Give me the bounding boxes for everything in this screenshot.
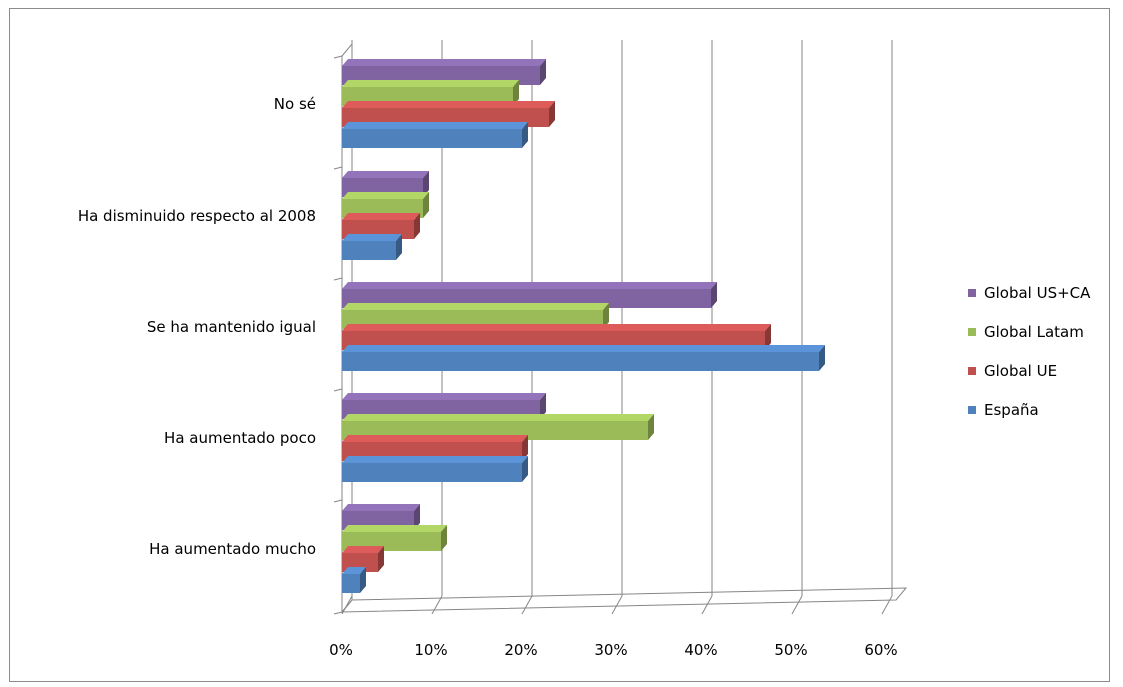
legend-label: Global US+CA <box>984 284 1091 302</box>
bar-top <box>342 282 717 289</box>
legend-swatch <box>968 367 976 375</box>
bar-side <box>549 101 555 127</box>
legend-label: Global UE <box>984 362 1057 380</box>
legend: Global US+CA Global Latam Global UE España <box>968 284 1091 419</box>
bar-top <box>342 324 771 331</box>
bar-side <box>378 546 384 572</box>
floor-gridline <box>611 595 623 615</box>
x-tick-label: 10% <box>414 641 447 659</box>
bar <box>342 567 366 593</box>
bar-front <box>342 352 819 371</box>
x-tick-label: 0% <box>329 641 353 659</box>
bar-side <box>603 303 609 329</box>
category-tick <box>333 611 343 615</box>
bar-front <box>342 574 360 593</box>
bar-side <box>396 234 402 260</box>
bar-front <box>342 241 396 260</box>
bar-front <box>342 129 522 148</box>
bar-top <box>342 345 825 352</box>
bar-top <box>342 213 420 220</box>
bar-side <box>648 414 654 440</box>
bar-top <box>342 456 528 463</box>
floor-gridline <box>791 595 803 615</box>
bars <box>342 59 825 593</box>
bar-top <box>342 101 555 108</box>
bar-side <box>441 525 447 551</box>
floor-gridline <box>431 595 443 615</box>
bar-side <box>423 192 429 218</box>
bar-side <box>414 504 420 530</box>
category-label: Ha disminuido respecto al 2008 <box>78 207 316 225</box>
bar-top <box>342 122 528 129</box>
category-label: Ha aumentado mucho <box>149 540 316 558</box>
category-tick <box>333 166 343 170</box>
bar-top <box>342 546 384 553</box>
bar <box>342 234 402 260</box>
bar-side <box>540 393 546 419</box>
bar-side <box>522 456 528 482</box>
category-label: Se ha mantenido igual <box>147 318 316 336</box>
bar-top <box>342 435 528 442</box>
bar-side <box>423 171 429 197</box>
bar-side <box>360 567 366 593</box>
category-tick <box>333 388 343 392</box>
bar-top <box>342 171 429 178</box>
category-label: Ha aumentado poco <box>164 429 316 447</box>
bar-top <box>342 567 366 574</box>
floor-gridline <box>881 595 893 615</box>
category-label: No sé <box>274 95 316 113</box>
bar-side <box>414 213 420 239</box>
bar-top <box>342 80 519 87</box>
bar-side <box>711 282 717 308</box>
x-tick-label: 30% <box>594 641 627 659</box>
legend-swatch <box>968 289 976 297</box>
bar-top <box>342 234 402 241</box>
bar-front <box>342 463 522 482</box>
bar-side <box>522 122 528 148</box>
bar-top <box>342 192 429 199</box>
floor <box>340 587 908 613</box>
category-labels: No sé Ha disminuido respecto al 2008 Se ha… <box>78 95 316 558</box>
legend-label: Global Latam <box>984 323 1084 341</box>
bar-top <box>342 59 546 66</box>
category-tick <box>333 499 343 503</box>
bar-side <box>513 80 519 106</box>
x-tick-label: 20% <box>504 641 537 659</box>
category-tick <box>333 277 343 281</box>
x-tick-label: 60% <box>864 641 897 659</box>
bar-side <box>765 324 771 350</box>
bar <box>342 122 528 148</box>
x-tick-labels: 0% 10% 20% 30% 40% 50% 60% <box>329 641 898 659</box>
bar-top <box>342 303 609 310</box>
bar-top <box>342 393 546 400</box>
bar-top <box>342 414 654 421</box>
bar-side <box>522 435 528 461</box>
floor-gridline <box>701 595 713 615</box>
legend-swatch <box>968 328 976 336</box>
chart-frame <box>9 8 1110 682</box>
x-tick-label: 50% <box>774 641 807 659</box>
bar-side <box>819 345 825 371</box>
bar <box>342 456 528 482</box>
bar-top <box>342 525 447 532</box>
floor-gridline <box>521 595 533 615</box>
bar-side <box>540 59 546 85</box>
legend-label: España <box>984 401 1039 419</box>
category-tick <box>333 55 343 59</box>
legend-swatch <box>968 406 976 414</box>
bar <box>342 345 825 371</box>
x-tick-label: 40% <box>684 641 717 659</box>
bar-top <box>342 504 420 511</box>
floor-gridline <box>341 595 353 615</box>
